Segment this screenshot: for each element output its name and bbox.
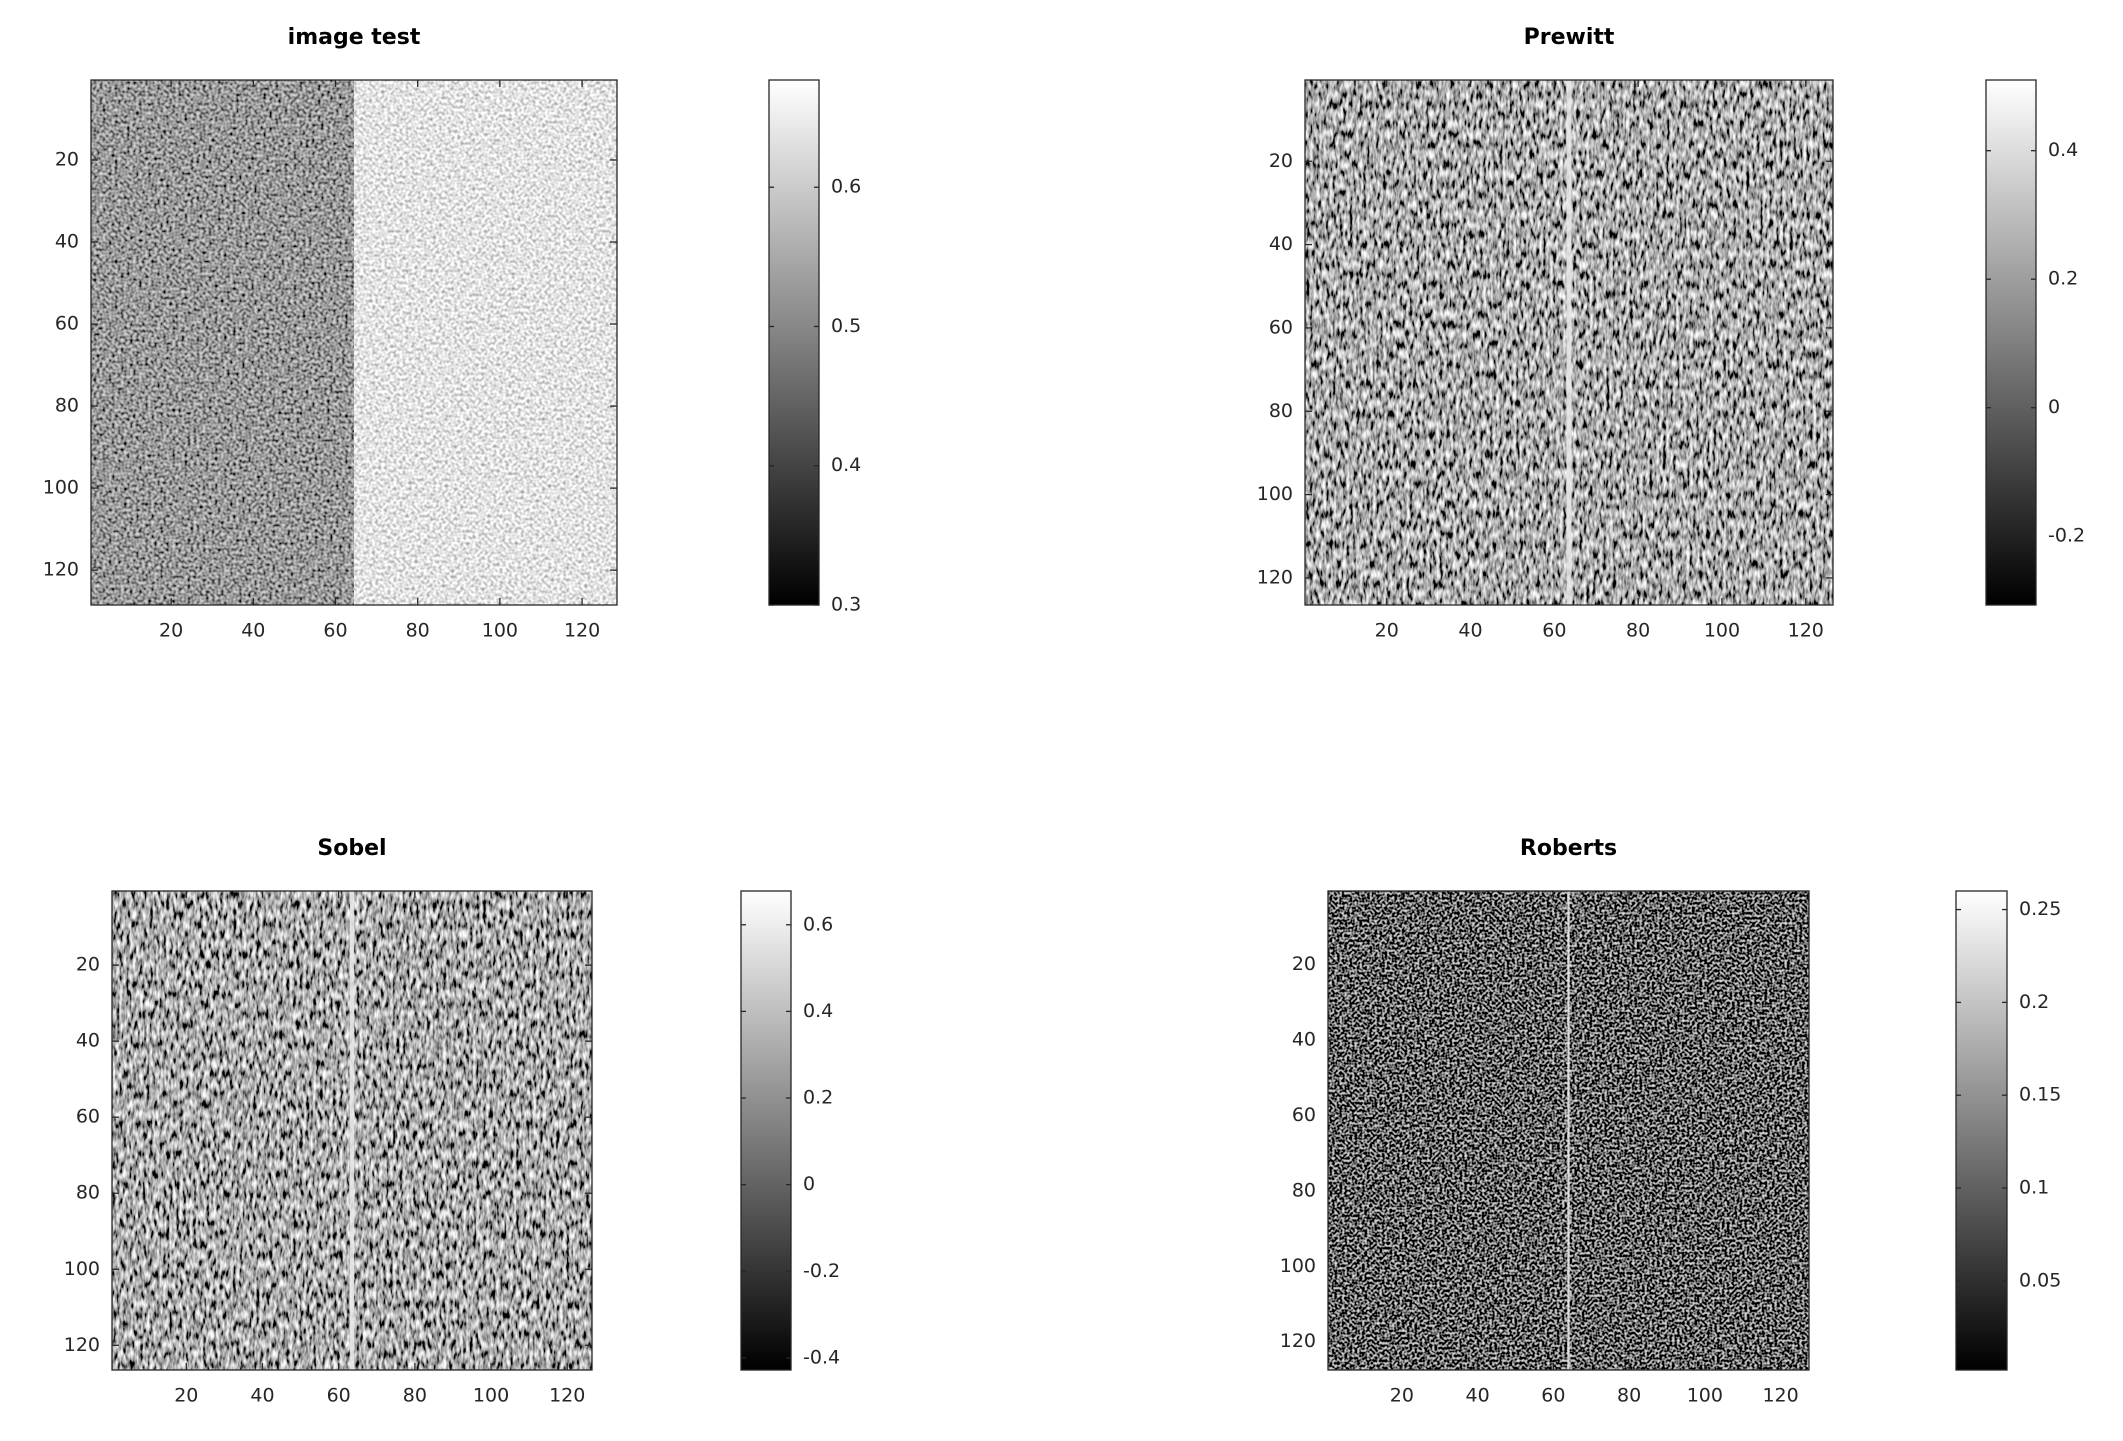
colorbar-tick-label: 0 [803, 1173, 815, 1195]
y-tick-label: 120 [43, 559, 79, 581]
x-tick-label: 120 [549, 1385, 585, 1407]
y-tick-label: 40 [1269, 233, 1293, 255]
x-tick-label: 20 [174, 1385, 198, 1407]
y-tick-label: 20 [76, 954, 100, 976]
subplot-title: image test [288, 25, 421, 50]
y-tick-label: 40 [55, 231, 79, 253]
colorbar [1985, 79, 2037, 606]
colorbar-tick-label: -0.4 [803, 1346, 840, 1368]
colorbar-tick-label: 0.15 [2019, 1084, 2061, 1106]
x-tick-label: 20 [1375, 620, 1399, 642]
image-region [354, 80, 617, 605]
y-tick-label: 100 [1280, 1255, 1316, 1277]
axes-box [1327, 890, 1810, 1371]
y-tick-label: 80 [1292, 1179, 1316, 1201]
colorbar-tick-label: 0.2 [2019, 991, 2049, 1013]
y-tick-label: 80 [76, 1182, 100, 1204]
y-tick-label: 60 [76, 1106, 100, 1128]
y-tick-label: 20 [1292, 953, 1316, 975]
colorbar-tick-label: 0.25 [2019, 898, 2061, 920]
colorbar-tick-label: 0.6 [803, 913, 833, 935]
colorbar-tick-label: -0.2 [2048, 525, 2085, 547]
x-tick-label: 80 [1626, 620, 1650, 642]
colorbar [740, 890, 792, 1371]
y-tick-label: 40 [1292, 1028, 1316, 1050]
y-tick-label: 120 [1257, 566, 1293, 588]
y-tick-label: 80 [55, 395, 79, 417]
colorbar-tick-label: 0.4 [831, 454, 861, 476]
colorbar-tick-label: 0.05 [2019, 1269, 2061, 1291]
subplot: image test 20 40 60 80 100 120 20 40 60 80 100 120 0.… [43, 25, 861, 642]
y-tick-label: 20 [1269, 150, 1293, 172]
x-tick-label: 80 [406, 620, 430, 642]
image-region [91, 80, 354, 605]
colorbar-tick-label: 0.1 [2019, 1177, 2049, 1199]
x-tick-label: 120 [1788, 620, 1824, 642]
edge-line [1567, 891, 1570, 1370]
x-tick-label: 40 [250, 1385, 274, 1407]
x-tick-label: 60 [1541, 1385, 1565, 1407]
colorbar-tick-label: 0.5 [831, 315, 861, 337]
x-tick-label: 100 [482, 620, 518, 642]
edge-line [349, 891, 355, 1370]
x-tick-label: 60 [327, 1385, 351, 1407]
colorbar [1955, 890, 2008, 1371]
x-tick-label: 100 [1704, 620, 1740, 642]
subplot-title: Sobel [317, 836, 386, 861]
x-tick-label: 80 [403, 1385, 427, 1407]
subplot-title: Prewitt [1524, 25, 1615, 50]
y-tick-label: 100 [1257, 483, 1293, 505]
y-tick-label: 120 [64, 1334, 100, 1356]
colorbar-tick-label: 0.3 [831, 594, 861, 616]
x-tick-label: 20 [1390, 1385, 1414, 1407]
y-tick-label: 100 [64, 1258, 100, 1280]
x-tick-label: 40 [1458, 620, 1482, 642]
colorbar-tick-label: 0.2 [803, 1087, 833, 1109]
colorbar-tick-label: 0.4 [2048, 139, 2078, 161]
subplot: Roberts 20 40 60 80 100 120 20 40 60 80 100 120 0.05 0… [1280, 836, 2062, 1407]
x-tick-label: 40 [1466, 1385, 1490, 1407]
y-tick-label: 60 [1269, 316, 1293, 338]
y-tick-label: 40 [76, 1030, 100, 1052]
subplot: Sobel 20 40 60 80 100 120 20 40 60 80 100 120 -0.4 -0.… [64, 836, 840, 1407]
colorbar [768, 79, 820, 606]
x-tick-label: 60 [323, 620, 347, 642]
colorbar-tick-label: 0.6 [831, 176, 861, 198]
y-tick-label: 80 [1269, 400, 1293, 422]
y-tick-label: 100 [43, 477, 79, 499]
axes-box [90, 79, 618, 606]
x-tick-label: 120 [564, 620, 600, 642]
x-tick-label: 60 [1542, 620, 1566, 642]
x-tick-label: 80 [1617, 1385, 1641, 1407]
subplot: Prewitt 20 40 60 80 100 120 20 40 60 80 100 120 -0.2 0… [1257, 25, 2085, 642]
subplot-title: Roberts [1520, 836, 1617, 861]
y-tick-label: 120 [1280, 1330, 1316, 1352]
x-tick-label: 40 [241, 620, 265, 642]
x-tick-label: 120 [1762, 1385, 1798, 1407]
edge-line [1566, 80, 1572, 605]
axes-box [1304, 79, 1834, 606]
y-tick-label: 60 [1292, 1104, 1316, 1126]
colorbar-tick-label: 0 [2048, 396, 2060, 418]
y-tick-label: 60 [55, 313, 79, 335]
colorbar-tick-label: -0.2 [803, 1260, 840, 1282]
colorbar-tick-label: 0.2 [2048, 268, 2078, 290]
x-tick-label: 100 [1687, 1385, 1723, 1407]
y-tick-label: 20 [55, 148, 79, 170]
x-tick-label: 20 [159, 620, 183, 642]
axes-box [111, 890, 593, 1371]
colorbar-tick-label: 0.4 [803, 1000, 833, 1022]
x-tick-label: 100 [473, 1385, 509, 1407]
